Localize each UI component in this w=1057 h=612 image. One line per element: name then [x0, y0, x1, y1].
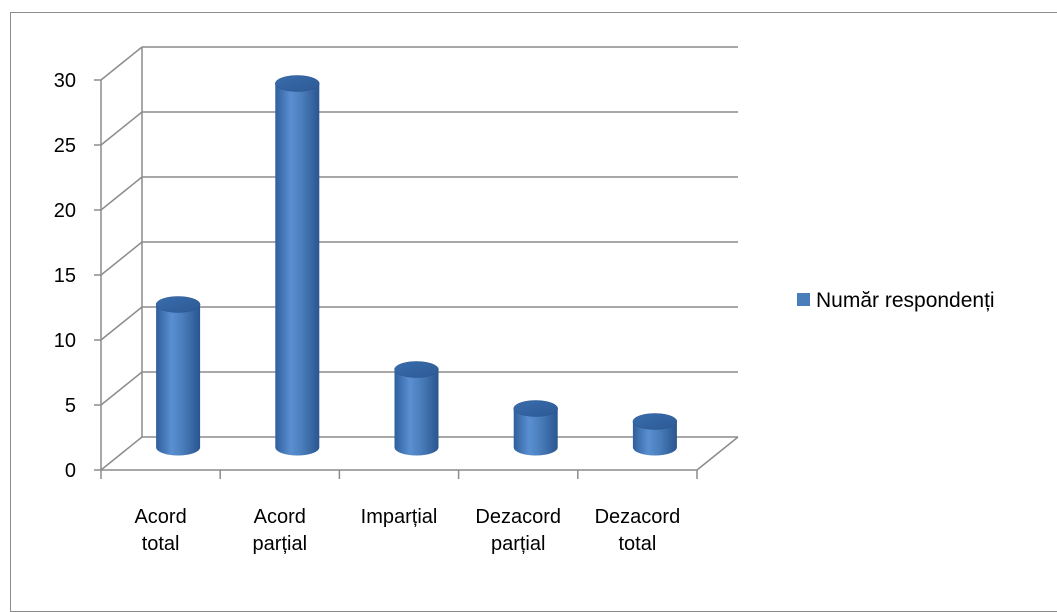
- axis-layer: [94, 47, 739, 479]
- y-tick-label: 5: [65, 395, 76, 417]
- bar: [155, 296, 201, 456]
- gridline-diagonal: [100, 46, 143, 81]
- bar: [513, 400, 558, 456]
- y-tick-label: 30: [54, 70, 76, 92]
- legend: Număr respondenți: [797, 289, 995, 312]
- bar-top: [632, 413, 678, 430]
- y-tick-label: 25: [54, 135, 76, 157]
- x-tick-label: Imparțial: [361, 506, 438, 528]
- x-tick-label: Dezacord total: [595, 506, 681, 555]
- gridline-diagonal: [100, 111, 143, 146]
- legend-label: Număr respondenți: [816, 289, 995, 312]
- grid-layer: [100, 46, 738, 471]
- x-tick-label: Acord total: [134, 506, 186, 555]
- y-tick-label: 0: [65, 460, 76, 482]
- bar-body: [632, 421, 677, 456]
- gridline-diagonal: [100, 371, 143, 406]
- gridline-diagonal: [100, 306, 143, 341]
- gridline-diagonal: [100, 176, 143, 211]
- bar-chart: 0 5 10 15 20 25 30 Acord total Acord parțial Imparț…: [54, 46, 995, 555]
- y-tick-label: 15: [54, 265, 76, 287]
- gridline-diagonal: [100, 436, 143, 471]
- gridline-diagonal: [100, 241, 143, 276]
- y-tick-label: 10: [54, 330, 76, 352]
- bar-top: [155, 296, 201, 313]
- bar-layer: [155, 75, 678, 456]
- bar: [632, 413, 678, 456]
- y-tick-label: 20: [54, 200, 76, 222]
- bar-top: [513, 400, 558, 417]
- floor-right-edge: [696, 436, 739, 471]
- bar-body: [275, 83, 320, 456]
- bar-body: [394, 369, 439, 456]
- label-layer: 0 5 10 15 20 25 30 Acord total Acord parțial Imparț…: [54, 70, 680, 555]
- bar-body: [156, 304, 201, 456]
- bar-top: [275, 75, 320, 92]
- bar: [275, 75, 320, 456]
- x-tick-label: Dezacord parțial: [475, 506, 561, 555]
- bar-body: [513, 408, 558, 456]
- bar: [394, 361, 439, 456]
- bar-top: [394, 361, 439, 378]
- legend-swatch: [797, 293, 810, 306]
- x-tick-label: Acord parțial: [253, 506, 307, 555]
